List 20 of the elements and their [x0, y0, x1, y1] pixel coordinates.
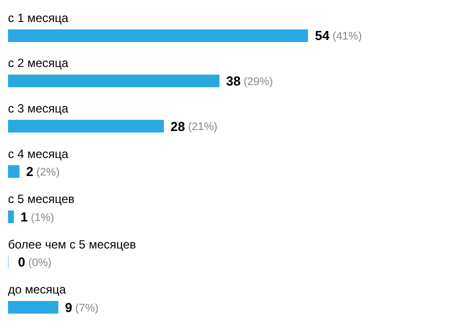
- y-tick-label: до месяца: [8, 282, 66, 297]
- y-tick-label: с 4 месяца: [8, 146, 69, 161]
- data-label: 1 (1%): [20, 209, 54, 224]
- bar: [8, 165, 20, 178]
- bar: [8, 301, 58, 314]
- data-label: 9 (7%): [65, 300, 99, 315]
- bar: [8, 210, 14, 224]
- data-label: 38 (29%): [226, 74, 273, 89]
- y-tick-label: с 3 месяца: [8, 102, 69, 116]
- y-tick-label: с 2 месяца: [8, 56, 69, 70]
- y-tick-label: с 1 месяца: [8, 10, 69, 25]
- data-label: 2 (2%): [26, 164, 60, 180]
- y-tick-label: более чем с 5 месяцев: [8, 237, 136, 252]
- y-tick-label: с 5 месяцев: [8, 192, 75, 206]
- bar: [8, 120, 164, 133]
- data-label: 0 (0%): [18, 254, 52, 270]
- bar: [8, 74, 220, 88]
- bar: [8, 29, 308, 42]
- data-label: 54 (41%): [315, 28, 362, 44]
- data-label: 28 (21%): [170, 118, 218, 134]
